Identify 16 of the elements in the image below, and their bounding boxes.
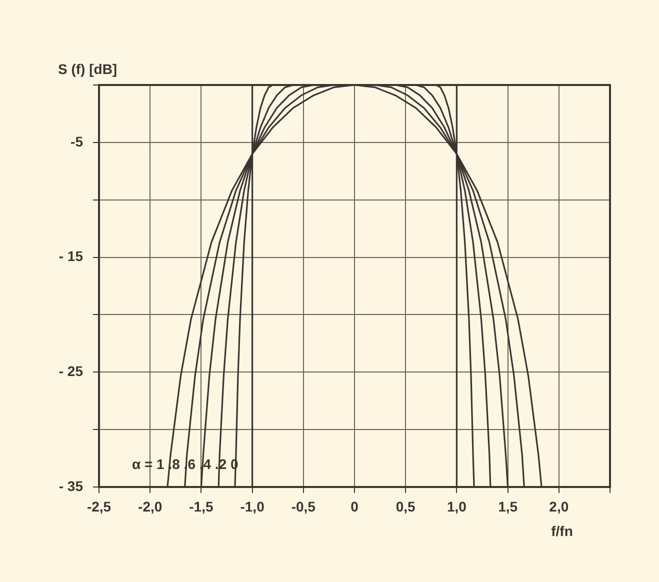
x-tick-label: -1,5 [189,498,214,514]
y-tick-label: - 35 [58,478,84,494]
x-axis-title: f/fn [551,522,573,539]
x-tick-label: 2,0 [549,498,569,514]
x-tick-label: -2,0 [138,498,162,514]
x-tick-label: 0 [350,498,359,514]
y-tick-label: - 15 [58,248,84,264]
x-tick-label: 1,0 [446,498,467,514]
x-tick-label: -1,0 [240,498,265,514]
y-tick-label: - 25 [58,363,84,379]
y-tick-label: -5 [70,133,84,150]
x-tick-label: -2,5 [86,498,112,514]
x-tick-label: 1,5 [498,498,518,514]
y-axis-title: S (f) [dB] [58,60,118,77]
x-tick-label: 0,5 [396,498,416,514]
x-tick-label: -0,5 [291,498,316,514]
